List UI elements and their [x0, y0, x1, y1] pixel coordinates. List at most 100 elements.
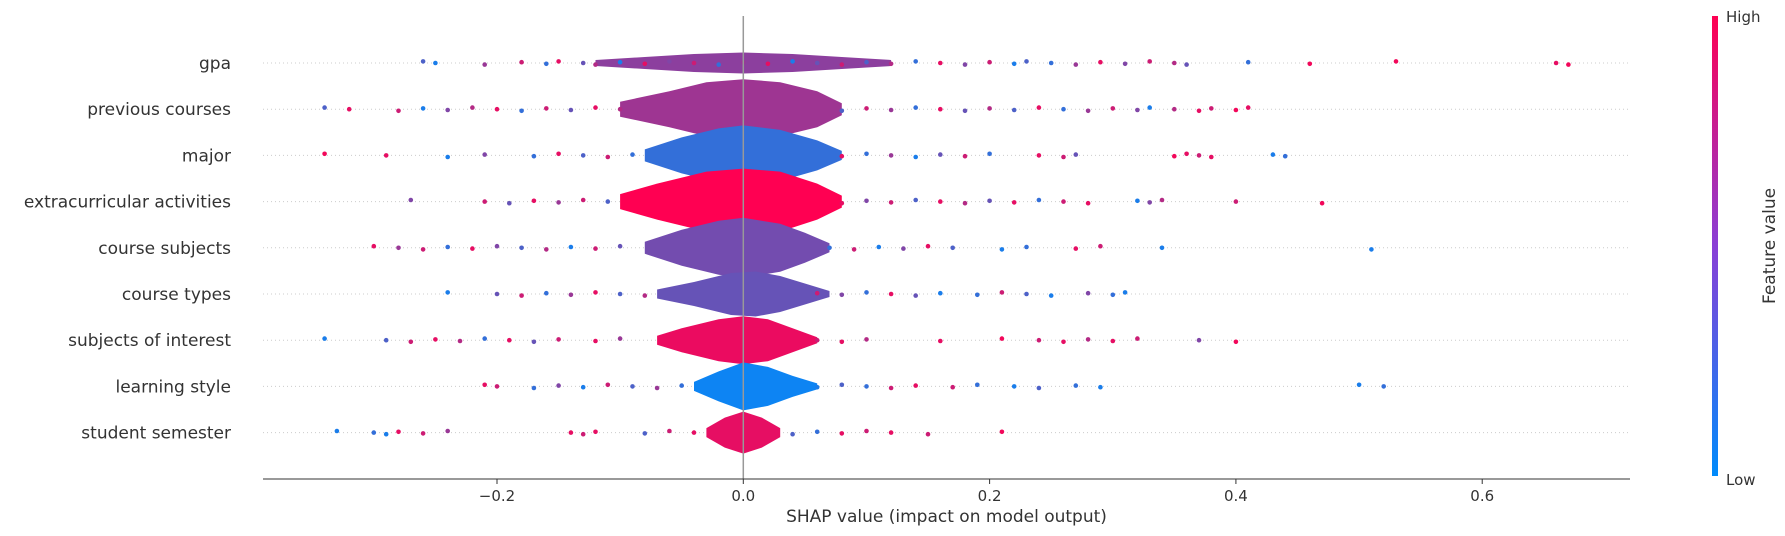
x-tick-label: 0.6 [1470, 487, 1494, 505]
shap-point [1147, 105, 1152, 110]
shap-point [1135, 198, 1140, 204]
shap-point [1209, 154, 1214, 160]
shap-point [814, 60, 820, 66]
shap-point [420, 431, 426, 436]
shap-point [1011, 61, 1017, 67]
shap-point [1036, 105, 1042, 110]
rows-layer: gpa previous courses major extracurricular … [24, 52, 1630, 454]
shap-point [987, 106, 992, 111]
shap-point [420, 59, 426, 64]
shap-point [605, 199, 611, 204]
shap-point [839, 153, 845, 159]
shap-point [765, 61, 771, 67]
shap-point [1011, 384, 1017, 389]
violin-shape [694, 362, 818, 411]
feature-label: learning style [115, 377, 231, 397]
shap-point [938, 106, 943, 112]
shap-point [1356, 382, 1362, 388]
shap-point [999, 290, 1005, 295]
shap-point [975, 292, 980, 298]
shap-point [1085, 290, 1091, 296]
shap-point [1110, 106, 1116, 111]
feature-label: gpa [199, 54, 231, 74]
shap-point [1307, 61, 1313, 67]
shap-point [975, 382, 980, 388]
shap-point [950, 384, 955, 390]
shap-point [1159, 245, 1165, 251]
shap-point [691, 60, 697, 66]
shap-point [950, 245, 955, 251]
shap-point [420, 106, 426, 111]
shap-point [962, 62, 968, 67]
shap-point [1110, 338, 1116, 344]
shap-point [580, 153, 586, 158]
shap-point [938, 290, 943, 296]
shap-point [790, 59, 795, 64]
shap-point [470, 105, 475, 110]
shap-point [1196, 108, 1202, 114]
shap-point [605, 382, 611, 388]
shap-point [1147, 59, 1152, 64]
colorbar-low-label: Low [1726, 471, 1756, 489]
shap-point [580, 197, 586, 203]
x-tick-label: 0.0 [731, 487, 755, 505]
feature-label: course types [122, 285, 231, 305]
shap-point [1073, 383, 1079, 388]
shap-point [507, 337, 512, 343]
shap-point [1036, 337, 1042, 343]
shap-point [556, 151, 561, 157]
shap-point [642, 431, 648, 436]
shap-point [1122, 290, 1128, 295]
shap-point [987, 59, 992, 65]
shap-point [433, 60, 438, 66]
shap-point [1061, 154, 1066, 160]
shap-point [593, 246, 598, 251]
shap-point [851, 247, 857, 252]
shap-point [494, 291, 500, 297]
shap-point [1085, 108, 1091, 114]
shap-point [1024, 59, 1029, 64]
shap-point [913, 154, 918, 160]
feature-row: gpa [199, 52, 1630, 74]
shap-point [1048, 293, 1054, 298]
shap-point [1073, 246, 1079, 251]
shap-point [371, 430, 377, 435]
shap-point [999, 247, 1005, 252]
shap-point [383, 337, 389, 343]
shap-point [1184, 62, 1189, 67]
feature-label: student semester [81, 424, 231, 444]
shap-point [531, 385, 537, 391]
shap-point [642, 293, 648, 298]
shap-point [938, 60, 943, 66]
shap-point [482, 62, 488, 67]
shap-point [494, 243, 500, 249]
shap-point [888, 200, 894, 205]
shap-point [580, 60, 586, 66]
shap-point [1061, 339, 1066, 345]
shap-point [445, 290, 451, 295]
shap-point [876, 244, 882, 250]
shap-point [544, 247, 549, 252]
shap-point [1135, 336, 1140, 341]
shap-point [1085, 200, 1091, 206]
x-axis: −0.2 0.0 0.2 0.4 0.6 [263, 478, 1630, 505]
shap-point [1233, 339, 1239, 345]
shap-point [1135, 107, 1140, 113]
shap-point [1061, 106, 1066, 112]
shap-point [494, 106, 500, 112]
shap-point [482, 382, 488, 388]
shap-point [864, 384, 869, 389]
violin-shape [644, 217, 830, 278]
shap-point [864, 198, 869, 204]
shap-point [814, 384, 820, 390]
shap-point [494, 384, 500, 389]
shap-point [433, 337, 438, 342]
shap-point [544, 106, 549, 111]
shap-point [1196, 153, 1202, 158]
shap-point [1147, 200, 1152, 205]
shap-point [1184, 151, 1189, 157]
shap-point [605, 154, 611, 160]
shap-point [888, 430, 894, 435]
shap-point [864, 428, 869, 434]
